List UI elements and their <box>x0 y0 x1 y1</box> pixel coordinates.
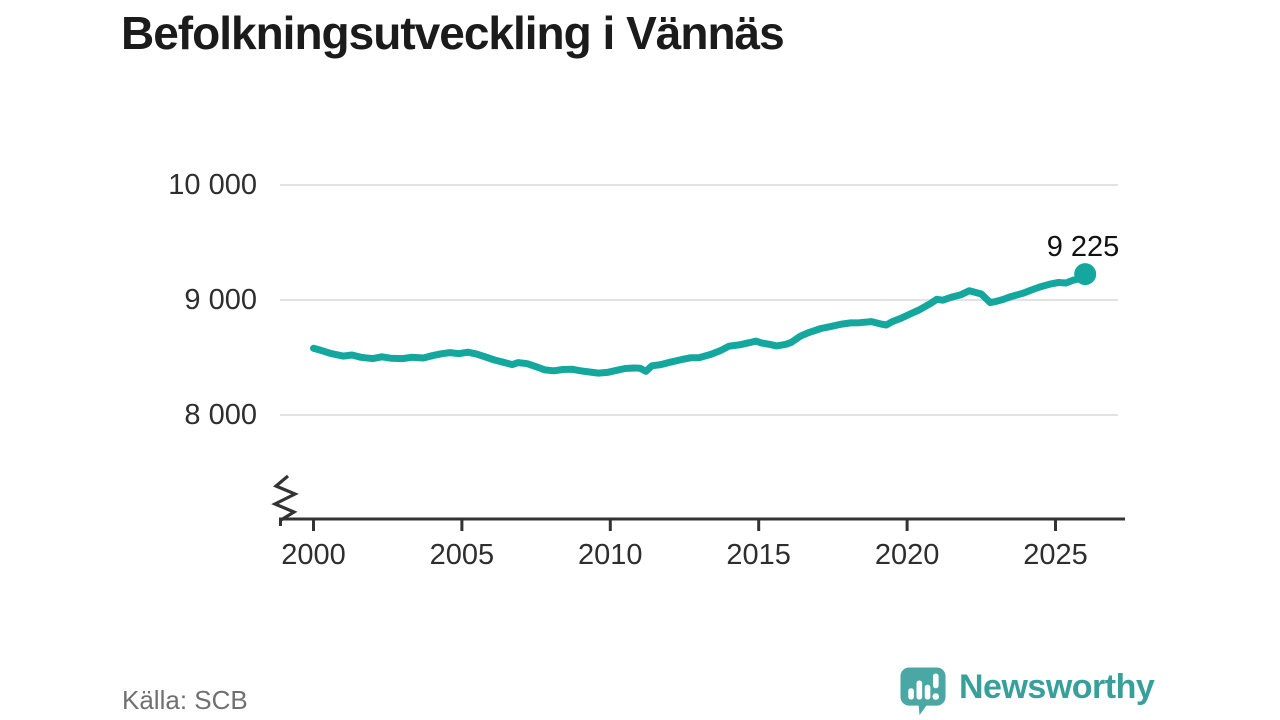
x-tick-label: 2005 <box>429 539 495 571</box>
end-value-label: 9 225 <box>1046 231 1120 263</box>
x-tick-label: 2010 <box>578 539 643 571</box>
axis-break-icon <box>271 474 299 522</box>
source-note: Källa: SCB <box>122 685 248 715</box>
newsworthy-wordmark: Newsworthy <box>959 667 1155 706</box>
population-line <box>310 270 1089 377</box>
chart-title: Befolkningsutveckling i Vännäs <box>121 7 785 59</box>
x-tick-label: 2015 <box>726 539 791 571</box>
y-tick-label: 9 000 <box>184 284 257 316</box>
newsworthy-logo: Newsworthy <box>897 664 1155 716</box>
y-tick-label: 8 000 <box>184 399 257 431</box>
newsworthy-bubble-icon <box>900 667 946 716</box>
x-tick-label: 2025 <box>1023 539 1088 571</box>
end-point-dot <box>1074 263 1097 286</box>
y-tick-label: 10 000 <box>168 169 257 201</box>
x-tick-label: 2020 <box>874 539 940 571</box>
x-tick-label: 2000 <box>281 539 346 571</box>
